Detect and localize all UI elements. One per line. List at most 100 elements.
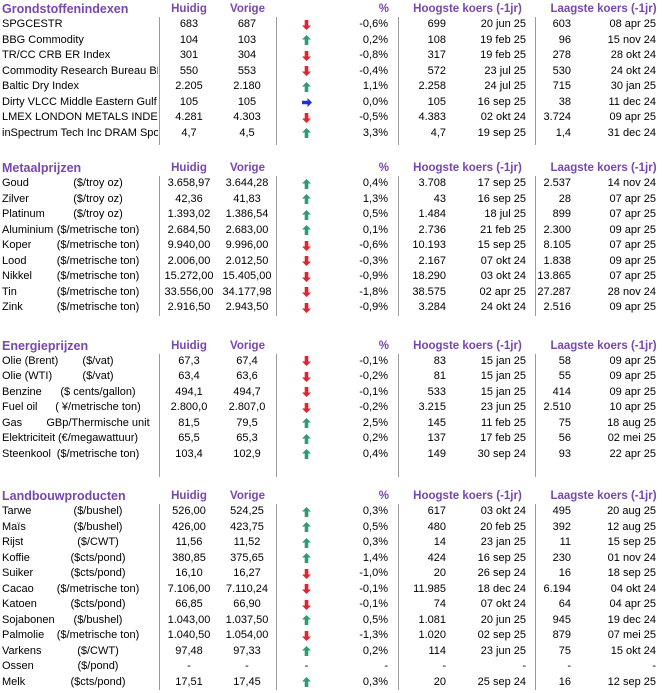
high-value: 145 (427, 416, 446, 429)
low-value: 495 (552, 505, 571, 517)
previous-value: - (218, 659, 277, 675)
instrument-cell: Tin ($/metrische ton) (0, 284, 160, 300)
low-value: 392 (552, 520, 571, 533)
low-date: 09 apr 25 (609, 385, 656, 398)
low-date: 09 apr 25 (609, 223, 656, 236)
percent-change: -1,0% (336, 566, 399, 582)
trend-down-icon (302, 402, 311, 413)
instrument-cell: TR/CC CRB ER Index (0, 48, 160, 64)
column-header-laagste-koers: Laagste koers (-1jr) (550, 490, 657, 502)
instrument-unit: ($/troy oz) (73, 208, 123, 220)
percent-change: 0,3% (336, 535, 399, 551)
previous-value: 1.037,50 (218, 612, 277, 628)
high-date: 15 jan 25 (455, 369, 536, 385)
percent-change: -0,3% (336, 253, 399, 269)
low-value: 1.838 (543, 254, 571, 267)
low-value: 75 (558, 644, 571, 657)
column-header-laagste-koers: Laagste koers (-1jr) (550, 162, 657, 174)
low-date: 09 apr 25 (609, 354, 656, 367)
previous-value: 66,90 (218, 597, 277, 613)
low-value: 16 (558, 675, 571, 688)
previous-value: 9.996,00 (218, 238, 277, 254)
trend-arrow-cell (277, 95, 336, 111)
instrument-name: Suiker (2, 567, 34, 579)
high-value (399, 141, 455, 145)
high-value: 43 (433, 192, 446, 205)
instrument-unit: ($/vat) (82, 370, 114, 382)
instrument-name: Tarwe (2, 505, 32, 517)
percent-change: 0,2% (336, 643, 399, 659)
trend-arrow-cell (277, 535, 336, 551)
instrument-unit: ($cts/pond) (70, 598, 126, 610)
high-date (455, 141, 536, 145)
low-value: 899 (552, 208, 571, 220)
trend-arrow-cell (277, 79, 336, 95)
instrument-name: Baltic Dry Index (2, 80, 80, 92)
table-row: Tarwe ($/bushel) 526,00 524,25 0,3% 617 … (0, 504, 671, 520)
high-value: 114 (428, 644, 446, 657)
section-title: Metaalprijzen (2, 161, 82, 175)
instrument-cell (0, 462, 160, 477)
high-value: 108 (427, 33, 446, 46)
percent-change: 0,2% (336, 431, 399, 447)
high-date: 16 sep 25 (455, 191, 536, 207)
instrument-cell: LMEX LONDON METALS INDEX (0, 110, 160, 126)
previous-value: 2.807,0 (218, 400, 277, 416)
low-value: 93 (558, 447, 571, 460)
trend-down-icon (302, 599, 311, 610)
current-value: 1.040,50 (167, 629, 211, 641)
previous-value: 1.386,54 (218, 207, 277, 223)
trend-up-icon (302, 35, 311, 46)
high-value: 20 (433, 675, 446, 688)
high-date: 23 jan 25 (455, 535, 536, 551)
high-date: 18 jul 25 (455, 207, 536, 223)
instrument-name: Maïs (2, 520, 26, 533)
low-date: 18 aug 25 (607, 416, 656, 429)
instrument-name: Benzine (2, 385, 42, 398)
high-value: 699 (427, 18, 446, 30)
table-row: Tin ($/metrische ton) 33.556,00 34.177,9… (0, 284, 671, 300)
table-row: Fuel oil ( ¥/metrische ton) 2.800,0 2.80… (0, 400, 671, 416)
instrument-name: Rijst (2, 536, 24, 548)
trend-arrow-cell (277, 48, 336, 64)
instrument-name: Ossen (2, 660, 34, 672)
instrument-name: Steenkool (2, 447, 51, 460)
percent-change: -0,9% (336, 269, 399, 285)
trend-up-icon (302, 225, 311, 236)
previous-value: 524,25 (218, 504, 277, 520)
trend-arrow-cell (277, 551, 336, 567)
instrument-unit: ($/metrische ton) (56, 223, 140, 236)
high-value: 83 (433, 354, 446, 367)
instrument-unit: ($/metrische ton) (56, 254, 140, 267)
instrument-unit: ($/troy oz) (73, 177, 123, 189)
high-date: 02 okt 24 (455, 110, 536, 126)
trend-down-icon (302, 50, 311, 61)
column-header-percent: % (378, 162, 389, 174)
previous-value: 553 (218, 63, 277, 79)
previous-value: 2.683,00 (218, 222, 277, 238)
low-value: 230 (552, 551, 571, 564)
high-date: 23 jul 25 (455, 63, 536, 79)
high-value: 4,7 (430, 126, 446, 139)
high-date: 30 sep 24 (455, 446, 536, 462)
high-value: 1.081 (418, 613, 446, 626)
column-header-vorige: Vorige (230, 339, 265, 352)
high-value: 1.484 (418, 208, 446, 220)
percent-change: -0,2% (336, 369, 399, 385)
instrument-cell: Commodity Research Bureau BL (0, 63, 160, 79)
trend-arrow-cell (277, 238, 336, 254)
current-value: 97,48 (175, 644, 203, 657)
current-value: 683 (179, 18, 199, 30)
high-date: 03 okt 24 (455, 504, 536, 520)
low-value: 75 (558, 416, 571, 429)
instrument-unit: ($/troy oz) (73, 192, 123, 205)
high-date: 17 feb 25 (455, 431, 536, 447)
previous-value: 16,27 (218, 566, 277, 582)
high-date: 24 jul 25 (455, 79, 536, 95)
current-value: 3.658,97 (167, 177, 211, 189)
high-date: 16 sep 25 (455, 550, 536, 566)
table-row: Goud ($/troy oz) 3.658,97 3.644,28 0,4% … (0, 176, 671, 192)
trend-arrow-cell (277, 369, 336, 385)
low-date: 09 apr 25 (609, 111, 656, 123)
trend-arrow-cell (277, 17, 336, 33)
